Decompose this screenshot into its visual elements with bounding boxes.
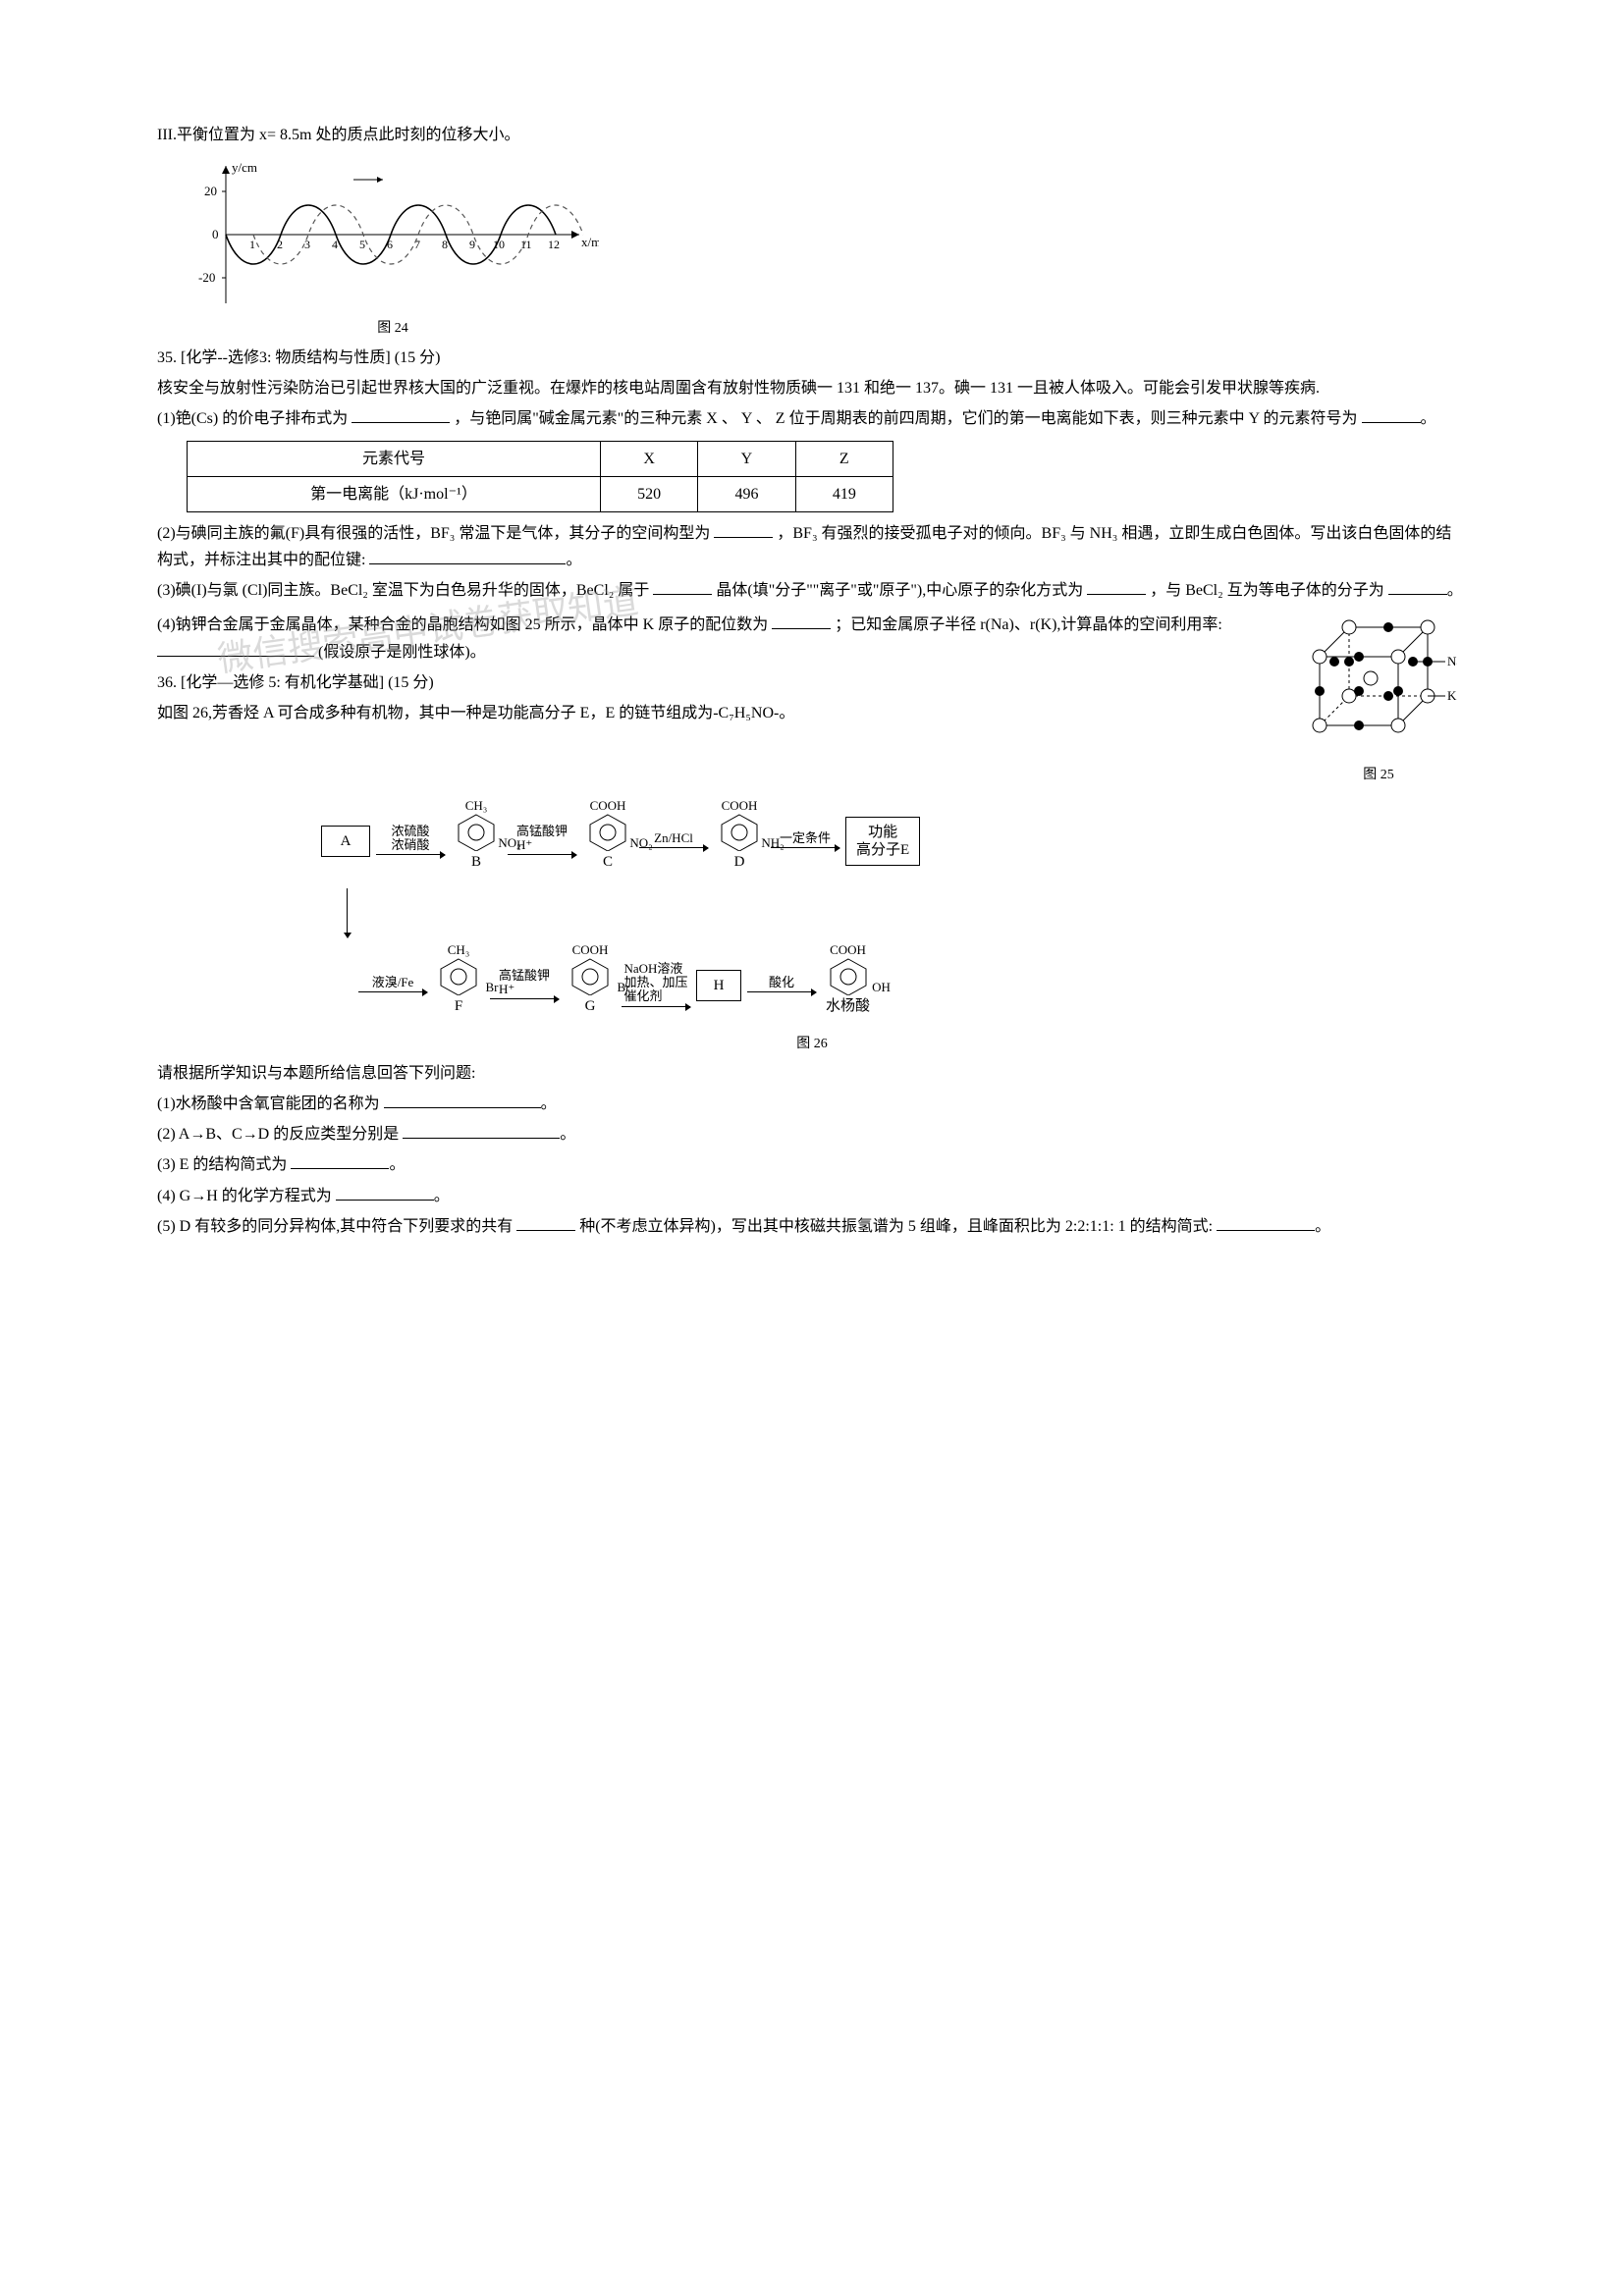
svg-text:12: 12: [548, 238, 560, 251]
cell-x: 520: [600, 476, 697, 511]
blank-hybrid[interactable]: [1087, 578, 1146, 595]
q36-q5: (5) D 有较多的同分异构体,其中符合下列要求的共有 种(不考虑立体异构)，写…: [157, 1213, 1467, 1240]
x-ticks: 123 456 789 101112: [249, 238, 560, 251]
q35-p4b: ；已知金属原子半径 r(Na)、r(K),计算晶体的空间利用率:: [835, 616, 1222, 633]
q34-line3: III.平衡位置为 x= 8.5m 处的质点此时刻的位移大小。: [157, 122, 1467, 148]
blank-q36-3[interactable]: [291, 1152, 389, 1169]
y-axis-label: y/cm: [232, 160, 257, 175]
k-label: K: [1447, 688, 1457, 703]
ytick-n20: -20: [198, 270, 215, 285]
q35-p4c: (假设原子是刚性球体)。: [318, 644, 486, 661]
blank-y-symbol[interactable]: [1362, 406, 1421, 423]
arrow-A-down: [347, 888, 348, 937]
th-x: X: [600, 441, 697, 476]
mol-F: CH₃ F Br: [437, 943, 480, 1027]
arrow-G-H: NaOH溶液 加热、加压 催化剂: [622, 962, 690, 1009]
q36-q4: (4) G→H 的化学方程式为 。: [157, 1183, 1467, 1209]
q35-p3a: (3)碘(I)与氯 (Cl)同主族。BeCl₂ 室温下为白色易升华的固体，BeC…: [157, 582, 649, 599]
mol-D: COOH D NH₂: [718, 799, 761, 882]
q35-p4a: (4)钠钾合金属于金属晶体，某种合金的晶胞结构如图 25 所示，晶体中 K 原子…: [157, 616, 768, 633]
svg-text:7: 7: [414, 238, 420, 251]
wave-figure: y/cm x/m 20 0 -20 123 456 789 101112 图 2…: [187, 156, 599, 341]
q36-q2: (2) A→B、C→D 的反应类型分别是 。: [157, 1121, 1467, 1148]
x-axis-label: x/m: [581, 235, 599, 249]
q35-p4: (4)钠钾合金属于金属晶体，某种合金的晶胞结构如图 25 所示，晶体中 K 原子…: [157, 612, 1271, 665]
mol-H-box: H: [696, 970, 741, 1001]
svg-text:1: 1: [249, 238, 255, 251]
arrow-H-sal: 酸化: [747, 976, 816, 994]
q36-q1: (1)水杨酸中含氧官能团的名称为 。: [157, 1091, 1467, 1117]
blank-q36-5a[interactable]: [516, 1214, 575, 1231]
q35-p2: (2)与碘同主族的氟(F)具有很强的活性，BF₃ 常温下是气体，其分子的空间构型…: [157, 520, 1467, 573]
th-element-code: 元素代号: [188, 441, 601, 476]
arrow-A-F: 液溴/Fe: [358, 976, 427, 994]
mol-salicylic: COOH 水杨酸 OH: [826, 943, 870, 1027]
blank-structure[interactable]: [369, 548, 566, 564]
arrow-F-G: 高锰酸钾 H⁺: [490, 969, 559, 1002]
blank-cs-config[interactable]: [352, 406, 450, 423]
fig24-caption: 图 24: [187, 317, 599, 341]
th-y: Y: [698, 441, 795, 476]
ionization-table: 元素代号 X Y Z 第一电离能（kJ·mol⁻¹） 520 496 419: [187, 441, 893, 512]
crystal-figure: Na K 图 25: [1290, 608, 1467, 787]
fig26-caption: 图 26: [321, 1033, 1303, 1056]
blank-q36-5b[interactable]: [1217, 1214, 1315, 1231]
th-ie: 第一电离能（kJ·mol⁻¹）: [188, 476, 601, 511]
mol-B: CH₃ B NO₂: [455, 799, 498, 882]
mol-E-box: 功能 高分子E: [845, 817, 920, 866]
q36-intro: 如图 26,芳香烃 A 可合成多种有机物，其中一种是功能高分子 E，E 的链节组…: [157, 700, 1271, 726]
svg-text:3: 3: [304, 238, 310, 251]
blank-coord-num[interactable]: [772, 613, 831, 629]
table-row: 第一电离能（kJ·mol⁻¹） 520 496 419: [188, 476, 893, 511]
q35-p1: (1)铯(Cs) 的价电子排布式为 ，与铯同属"碱金属元素"的三种元素 X 、 …: [157, 405, 1467, 432]
svg-text:5: 5: [359, 238, 365, 251]
q35-p1b: ，与铯同属"碱金属元素"的三种元素 X 、 Y 、 Z 位于周期表的前四周期，它…: [454, 410, 1357, 427]
q36-prompt: 请根据所学知识与本题所给信息回答下列问题:: [157, 1060, 1467, 1087]
svg-text:6: 6: [387, 238, 393, 251]
q35-p3: (3)碘(I)与氯 (Cl)同主族。BeCl₂ 室温下为白色易升华的固体，BeC…: [157, 577, 1467, 604]
ytick-0: 0: [212, 227, 219, 241]
blank-q36-2[interactable]: [403, 1122, 560, 1139]
blank-packing[interactable]: [157, 640, 314, 657]
q35-p1a: (1)铯(Cs) 的价电子排布式为: [157, 410, 348, 427]
q35-intro: 核安全与放射性污染防治已引起世界核大国的广泛重视。在爆炸的核电站周圍含有放射性物…: [157, 375, 1467, 401]
q36-q3: (3) E 的结构简式为 。: [157, 1151, 1467, 1178]
na-label: Na: [1447, 654, 1457, 668]
mol-C: COOH C NO₂: [586, 799, 629, 882]
svg-text:2: 2: [277, 238, 283, 251]
th-z: Z: [795, 441, 893, 476]
mol-G: COOH G Br: [568, 943, 612, 1027]
blank-isoelec[interactable]: [1388, 578, 1447, 595]
fig25-caption: 图 25: [1290, 764, 1467, 787]
q35-p3c: ，与 BeCl₂ 互为等电子体的分子为: [1150, 582, 1383, 599]
cell-z: 419: [795, 476, 893, 511]
blank-bf3-geom[interactable]: [714, 521, 773, 538]
q35-p2a: (2)与碘同主族的氟(F)具有很强的活性，BF₃ 常温下是气体，其分子的空间构型…: [157, 525, 710, 542]
mol-A-box: A: [321, 826, 370, 857]
svg-text:11: 11: [520, 238, 532, 251]
q35-p3b: 晶体(填"分子""离子"或"原子"),中心原子的杂化方式为: [716, 582, 1083, 599]
table-row: 元素代号 X Y Z: [188, 441, 893, 476]
svg-text:9: 9: [469, 238, 475, 251]
arrow-A-B: 浓硫酸 浓硝酸: [376, 825, 445, 858]
ytick-20: 20: [204, 184, 217, 198]
cell-y: 496: [698, 476, 795, 511]
blank-q36-4[interactable]: [336, 1184, 434, 1201]
blank-q36-1[interactable]: [384, 1092, 541, 1108]
q35-heading: 35. [化学--选修3: 物质结构与性质] (15 分): [157, 345, 1467, 371]
blank-crystal-type[interactable]: [653, 578, 712, 595]
q36-heading: 36. [化学—选修 5: 有机化学基础] (15 分): [157, 669, 1271, 696]
reaction-scheme: A 浓硫酸 浓硝酸 CH₃ B NO₂ 高锰酸钾 H⁺ COOH C NO₂ Z…: [321, 799, 1303, 1056]
